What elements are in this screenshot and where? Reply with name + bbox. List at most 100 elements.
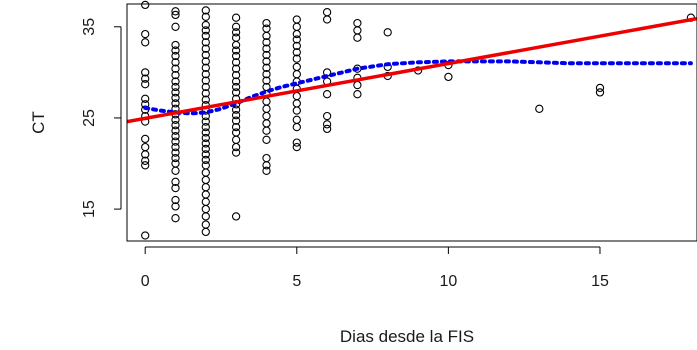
data-point [171,148,180,157]
data-point [322,15,332,24]
data-point [353,90,362,99]
data-point [201,122,210,132]
data-point [231,88,241,97]
data-point [141,231,150,240]
data-point [201,31,210,41]
data-point [141,80,150,89]
data-points [141,0,696,240]
x-tick-label: 5 [292,273,301,290]
data-point [231,122,241,132]
data-point [171,22,180,31]
data-point [201,175,210,185]
data-point [201,139,210,148]
data-point [171,70,180,80]
data-point [201,12,210,21]
data-point [231,128,241,137]
data-point [231,40,241,50]
data-point [292,54,301,63]
data-point [262,166,271,175]
data-point [201,204,210,214]
data-point [201,144,210,154]
y-tick-label: 35 [81,18,98,36]
data-point [292,91,301,101]
data-point [201,50,210,60]
data-point [231,77,241,86]
data-point [292,115,301,124]
data-point [201,6,210,15]
data-point [353,33,362,42]
data-point [171,51,180,61]
data-point [141,68,150,77]
x-axis-title: Dias desde la FIS [340,327,474,346]
data-point [262,161,271,170]
data-point [141,0,150,10]
data-point [262,126,271,135]
data-point [171,202,180,211]
data-point [171,88,180,97]
data-point [201,89,210,98]
data-point [231,33,241,42]
data-point [171,77,180,86]
data-point [171,132,180,141]
data-point [231,111,241,120]
data-point [322,111,332,121]
data-point [292,48,301,57]
data-point [231,64,241,73]
data-point [262,38,271,47]
data-point [201,26,210,35]
data-point [141,142,150,152]
x-tick-label: 10 [439,273,457,290]
data-point [262,153,271,163]
data-point [322,120,332,129]
data-point [262,18,271,28]
data-point [171,137,180,146]
y-tick-label: 25 [81,109,98,127]
data-point [262,119,271,128]
data-point [141,134,150,144]
data-point [201,76,210,85]
data-point [262,111,271,121]
data-point [171,183,180,193]
x-tick-label: 15 [591,273,609,290]
y-tick-label: 15 [81,200,98,218]
data-point [595,88,605,97]
data-point [201,44,210,53]
data-point [141,74,150,83]
data-point [201,190,210,199]
data-point [171,195,180,205]
data-point [171,99,180,108]
data-point [353,26,362,35]
data-point [201,20,210,30]
data-point [292,41,301,51]
data-point [231,135,241,144]
data-point [201,38,210,47]
data-point [262,44,271,53]
data-point [171,7,180,16]
data-point [231,142,241,152]
data-point [171,40,180,50]
data-point [201,133,210,143]
data-point [201,128,210,137]
data-point [231,51,241,61]
y-axis: 15 25 35 [81,18,122,218]
data-point [171,46,180,55]
data-point [201,212,210,221]
data-point [201,95,210,104]
data-point [171,142,180,152]
data-point [171,82,180,92]
data-point [171,153,180,163]
x-tick-label: 0 [141,273,150,290]
data-point [231,22,241,31]
data-point [262,70,271,79]
plot-frame [126,3,697,242]
data-point [201,183,210,192]
fit-lines [126,16,697,124]
data-point [322,8,332,17]
data-point [201,220,210,229]
data-point [171,64,180,73]
data-point [231,105,241,114]
data-point [322,124,332,134]
data-point [231,28,241,37]
data-point [262,97,271,106]
data-point [292,35,301,44]
